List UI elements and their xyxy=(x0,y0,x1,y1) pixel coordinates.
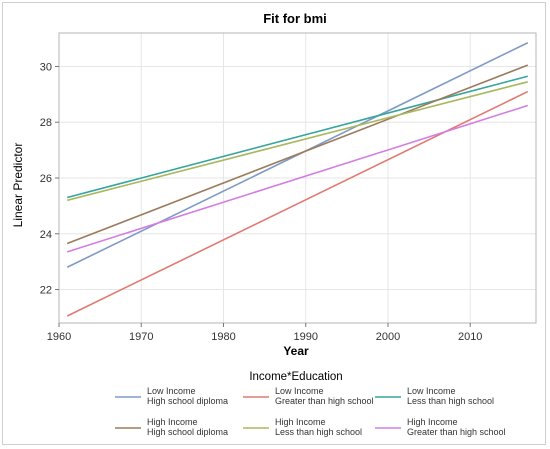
x-axis: 1960 1970 1980 1990 2000 2010 xyxy=(47,323,482,343)
legend-label: Low Income xyxy=(147,386,196,396)
legend-title: Income*Education xyxy=(249,371,342,383)
legend-label: High school diploma xyxy=(147,396,228,406)
y-tick-label: 22 xyxy=(40,285,52,297)
legend-label: Low Income xyxy=(275,386,324,396)
legend-label: Greater than high school xyxy=(407,427,506,437)
legend-label: Greater than high school xyxy=(275,396,374,406)
x-axis-title: Year xyxy=(283,344,309,358)
x-tick-label: 1970 xyxy=(129,331,153,343)
legend-label: Low Income xyxy=(407,386,456,396)
y-tick-label: 26 xyxy=(40,173,52,185)
series-line xyxy=(66,90,529,317)
legend-label: High school diploma xyxy=(147,427,228,437)
legend-label: High Income xyxy=(147,417,198,427)
x-tick-label: 2010 xyxy=(458,331,482,343)
x-tick-label: 1960 xyxy=(47,331,71,343)
legend-label: Less than high school xyxy=(407,396,494,406)
y-tick-label: 24 xyxy=(40,229,52,241)
legend-label: High Income xyxy=(407,417,458,427)
y-tick-label: 28 xyxy=(40,117,52,129)
series-line xyxy=(67,81,528,202)
y-axis-title: Linear Predictor xyxy=(11,143,25,228)
x-tick-label: 2000 xyxy=(376,331,400,343)
y-axis: 22 24 26 28 30 xyxy=(40,61,59,297)
series-lines xyxy=(66,42,529,317)
y-tick-label: 30 xyxy=(40,61,52,73)
chart-svg: Fit for bmi 1960 1970 1980 1990 2000 2010 222… xyxy=(11,11,537,437)
series-line xyxy=(67,75,528,199)
x-tick-label: 1990 xyxy=(293,331,317,343)
chart-title: Fit for bmi xyxy=(263,11,327,26)
chart-frame: Fit for bmi 1960 1970 1980 1990 2000 2010 22 2… xyxy=(2,2,546,445)
legend-label: High Income xyxy=(275,417,326,427)
x-tick-label: 1980 xyxy=(211,331,235,343)
series-line xyxy=(66,64,529,245)
series-line xyxy=(66,104,529,253)
legend-label: Less than high school xyxy=(275,427,362,437)
